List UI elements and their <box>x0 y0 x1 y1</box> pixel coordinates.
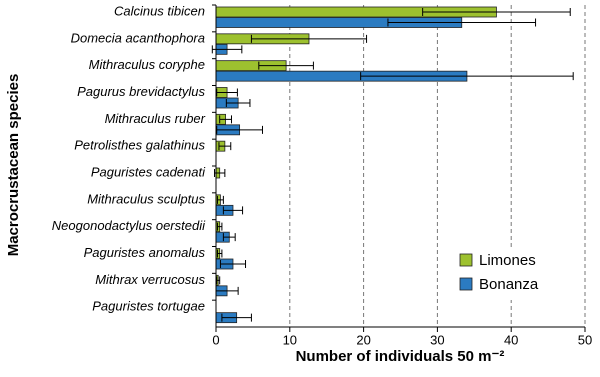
error-bar <box>222 206 244 215</box>
error-bar <box>216 195 224 204</box>
y-tick-label: Pagurus brevidactylus <box>77 84 205 99</box>
y-tick-label: Mithraculus coryphe <box>89 57 205 72</box>
error-bar <box>211 45 243 54</box>
error-bar <box>222 233 236 242</box>
y-tick-label: Paguristes tortugae <box>92 299 205 314</box>
legend-box <box>455 248 573 300</box>
error-bar <box>219 115 232 124</box>
x-axis-label: Number of individuals 50 m⁻² <box>296 348 505 365</box>
error-bar <box>219 260 247 268</box>
error-bar <box>216 276 221 285</box>
error-bar <box>216 249 223 258</box>
error-bar <box>221 313 252 322</box>
error-bar <box>250 34 368 43</box>
x-tick-label: 20 <box>356 332 370 347</box>
error-bar <box>360 72 574 81</box>
y-tick-label: Paguristes anomalus <box>84 245 206 260</box>
error-bar <box>422 8 571 16</box>
y-tick-label: Mithraculus ruber <box>105 111 206 126</box>
error-bar <box>225 99 251 107</box>
y-tick-label: Paguristes cadenati <box>91 164 206 179</box>
legend-swatch <box>459 253 473 267</box>
y-axis-label: Macrocrustacean species <box>5 74 22 257</box>
y-tick-label: Domecia acanthophora <box>71 30 205 45</box>
error-bar <box>218 142 232 151</box>
error-bar <box>216 222 223 231</box>
y-tick-label: Petrolisthes galathinus <box>74 138 205 153</box>
y-tick-label: Neogonodactylus oerstedii <box>52 218 206 233</box>
legend-swatch <box>459 277 473 291</box>
error-bar <box>387 18 537 27</box>
legend-label: Limones <box>479 252 536 269</box>
error-bar <box>216 88 238 97</box>
legend-label: Bonanza <box>479 276 539 293</box>
x-tick-label: 0 <box>212 332 219 347</box>
y-tick-label: Mithraculus sculptus <box>87 191 205 206</box>
y-tick-label: Mithrax verrucosus <box>95 272 205 287</box>
x-tick-label: 50 <box>578 332 592 347</box>
x-tick-label: 10 <box>283 332 297 347</box>
error-bar <box>216 125 263 134</box>
x-tick-label: 30 <box>430 332 444 347</box>
error-bar <box>258 61 314 70</box>
x-tick-label: 40 <box>504 332 518 347</box>
y-tick-label: Calcinus tibicen <box>114 3 205 18</box>
